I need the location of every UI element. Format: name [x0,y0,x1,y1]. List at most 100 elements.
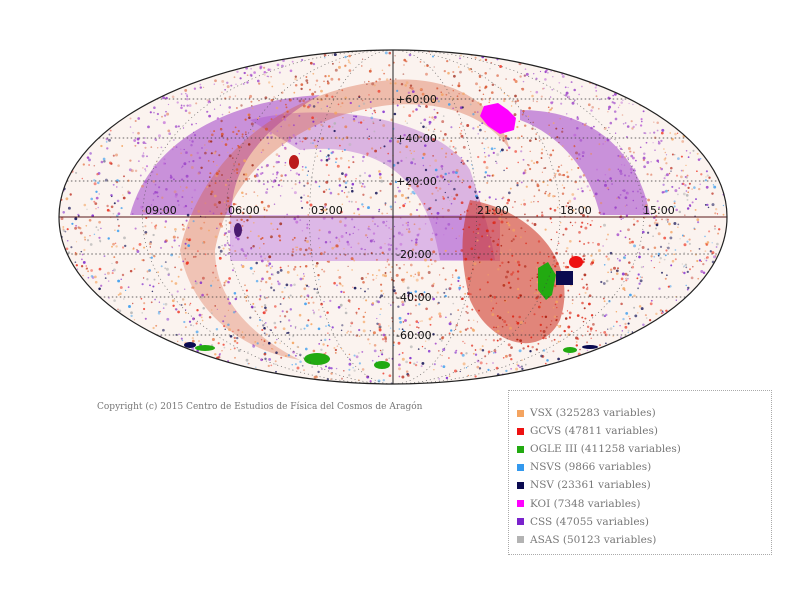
star-point [306,223,309,226]
star-point [367,338,370,341]
star-point [380,283,383,286]
star-point [265,209,268,212]
star-point [704,258,706,260]
star-point [209,130,212,132]
star-point [184,326,187,329]
star-point [328,125,331,128]
star-point [373,84,376,87]
star-point [144,180,148,184]
star-point [210,309,213,311]
star-point [632,151,635,154]
star-point [510,240,513,243]
star-point [266,188,269,191]
star-point [338,165,340,168]
star-point [438,187,442,190]
star-point [448,357,450,359]
star-point [388,64,391,67]
star-point [547,72,549,74]
star-point [354,115,358,118]
star-point [98,267,102,271]
star-point [472,127,475,130]
star-point [628,315,630,318]
star-point [280,179,283,182]
star-point [176,290,179,293]
star-point [670,264,673,267]
star-point [568,205,571,209]
star-point [638,305,642,308]
star-point [548,256,550,258]
star-point [659,256,662,260]
star-point [422,138,425,140]
star-point [236,70,239,73]
star-point [319,86,321,88]
star-point [287,265,290,267]
star-point [438,314,442,318]
star-point [706,203,709,207]
star-point [531,127,534,130]
star-point [320,123,323,126]
star-point [444,172,447,176]
star-point [344,175,347,178]
star-point [312,142,314,144]
star-point [510,346,513,349]
star-point [536,261,539,264]
star-point [432,250,436,254]
star-point [509,249,511,251]
star-point [231,147,234,150]
star-point [629,293,632,297]
star-point [476,365,480,369]
star-point [142,277,145,279]
star-point [566,310,569,312]
star-point [567,289,569,291]
star-point [255,173,259,176]
star-point [193,188,197,192]
star-point [500,251,503,254]
star-point [349,137,351,139]
star-point [370,147,374,150]
star-point [152,192,155,195]
star-point [312,301,315,304]
star-point [171,293,173,296]
star-point [243,220,245,223]
star-point [97,181,100,185]
star-point [386,212,388,214]
star-point [646,231,650,234]
star-point [311,116,314,120]
star-point [647,198,651,202]
star-point [613,325,615,327]
star-point [82,163,85,166]
star-point [440,93,444,96]
star-point [477,133,479,135]
star-point [417,104,421,107]
star-point [227,323,230,327]
star-point [382,220,386,224]
star-point [244,284,246,287]
star-point [414,243,418,246]
star-point [401,328,404,331]
star-point [488,99,491,102]
star-point [660,167,663,171]
star-point [685,150,688,152]
star-point [168,211,170,214]
star-point [244,254,248,257]
star-point [655,219,658,222]
star-point [272,289,276,292]
star-point [403,329,405,332]
star-point [373,344,377,347]
star-point [708,176,711,179]
star-point [498,316,502,320]
star-point [348,200,351,203]
star-point [572,209,575,212]
star-point [478,309,480,312]
star-point [279,269,283,272]
star-point [320,121,322,123]
star-point [366,236,369,239]
star-point [519,321,523,324]
star-point [420,276,424,280]
star-point [409,84,413,87]
star-point [590,330,592,332]
star-point [358,213,361,216]
star-point [428,116,431,119]
star-point [93,182,97,186]
star-point [383,162,385,164]
